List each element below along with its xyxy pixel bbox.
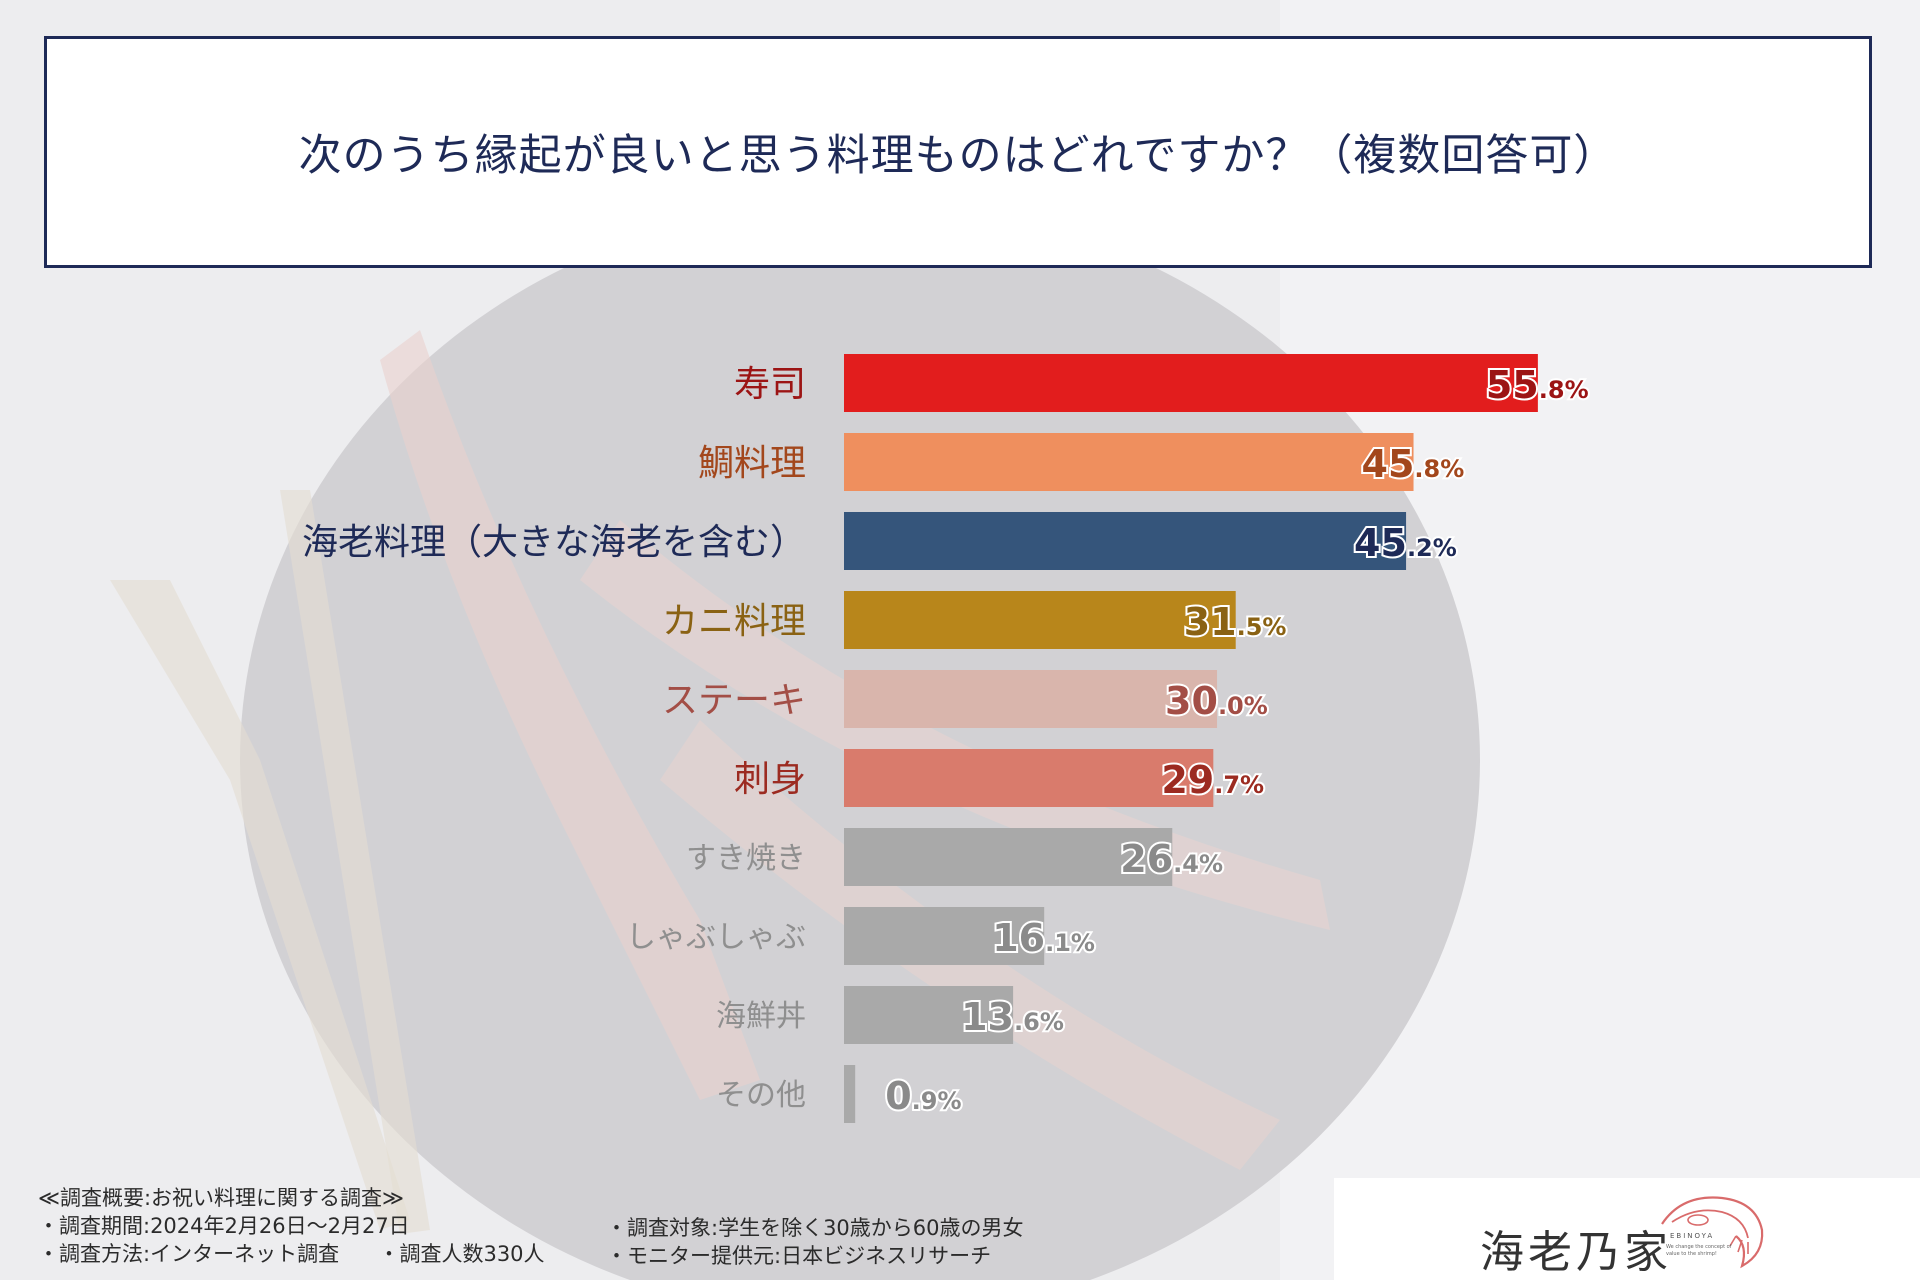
value-label-4: 30.0% (1165, 679, 1268, 723)
survey-count: ・調査人数330人 (378, 1242, 545, 1266)
value-label-0: 55.8% (1486, 363, 1589, 407)
bar-6 (844, 828, 1173, 886)
bar-3 (844, 591, 1236, 649)
logo-box: 海老乃家 EBINOYA We change the concept of va… (1334, 1178, 1920, 1280)
value-label-3: 31.5% (1184, 600, 1287, 644)
survey-summary-right: ・調査対象:学生を除く30歳から60歳の男女 ・モニター提供元:日本ビジネスリサ… (606, 1214, 1024, 1270)
shrimp-logo-icon: EBINOYA We change the concept of value t… (1661, 1196, 1764, 1269)
value-label-9: 0.9% (885, 1074, 961, 1118)
value-label-2: 45.2% (1354, 521, 1457, 565)
logo-tagline-2: value to the shrimp! (1666, 1251, 1717, 1257)
logo-tagline-1: We change the concept of (1666, 1244, 1732, 1250)
survey-summary: ≪調査概要:お祝い料理に関する調査≫ ・調査期間:2024年2月26日〜2月27… (38, 1184, 545, 1268)
value-label-7: 16.1% (992, 916, 1095, 960)
category-label-4: ステーキ (662, 680, 806, 721)
value-label-8: 13.6% (961, 995, 1064, 1039)
category-label-9: その他 (716, 1078, 806, 1113)
bar-5 (844, 749, 1214, 807)
value-label-1: 45.8% (1362, 442, 1465, 486)
bar-2 (844, 512, 1407, 570)
category-label-7: しゃぶしゃぶ (626, 920, 806, 955)
bar-9 (844, 1065, 856, 1123)
survey-heading: ≪調査概要:お祝い料理に関する調査≫ (38, 1186, 405, 1210)
survey-target: ・調査対象:学生を除く30歳から60歳の男女 (606, 1216, 1024, 1240)
logo-roman: EBINOYA (1670, 1232, 1714, 1240)
chart-title: 次のうち縁起が良いと思う料理ものはどれですか？（複数回答可） (298, 131, 1618, 181)
category-label-2: 海老料理（大きな海老を含む） (302, 522, 806, 563)
category-label-8: 海鮮丼 (716, 999, 806, 1034)
survey-period: ・調査期間:2024年2月26日〜2月27日 (38, 1214, 410, 1238)
bar-7 (844, 907, 1045, 965)
survey-monitor: ・モニター提供元:日本ビジネスリサーチ (606, 1244, 992, 1268)
bar-0 (844, 354, 1538, 412)
survey-method: ・調査方法:インターネット調査 (38, 1242, 340, 1266)
category-label-0: 寿司 (734, 364, 806, 405)
survey-method-line: ・調査方法:インターネット調査 ・調査人数330人 (38, 1240, 545, 1268)
brand-name: 海老乃家 (1480, 1227, 1672, 1278)
category-label-5: 刺身 (734, 759, 806, 800)
value-label-6: 26.4% (1120, 837, 1223, 881)
bar-8 (844, 986, 1014, 1044)
bar-4 (844, 670, 1218, 728)
bar-1 (844, 433, 1414, 491)
value-label-5: 29.7% (1161, 758, 1264, 802)
title-box: 次のうち縁起が良いと思う料理ものはどれですか？（複数回答可） (44, 36, 1872, 268)
category-label-1: 鯛料理 (698, 443, 806, 484)
category-label-6: すき焼き (686, 841, 806, 876)
category-label-3: カニ料理 (662, 601, 806, 642)
